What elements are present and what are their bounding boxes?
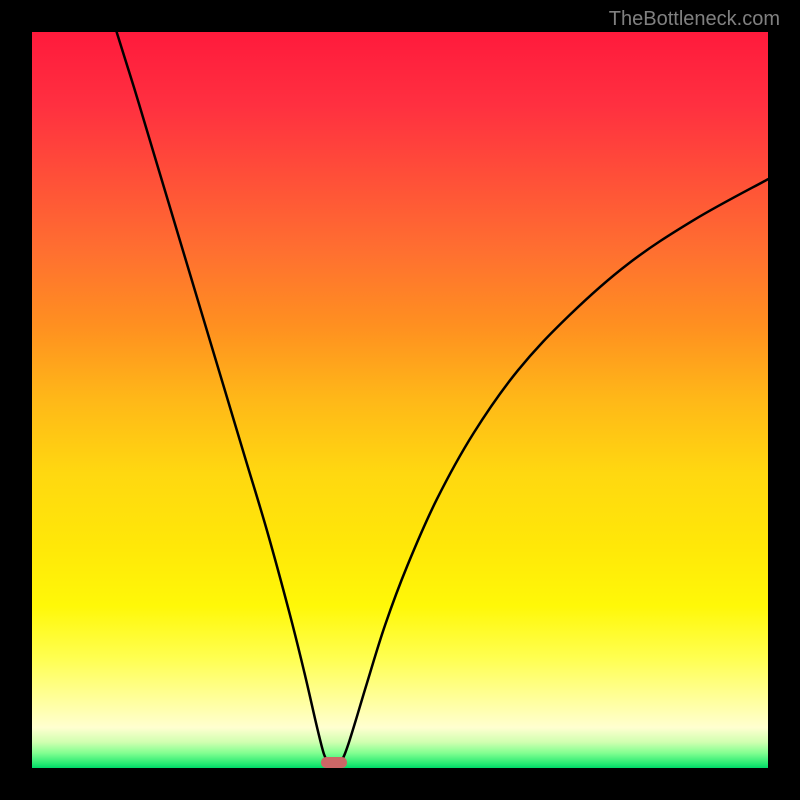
chart-container: TheBottleneck.com — [0, 0, 800, 800]
bottleneck-curve — [32, 32, 768, 768]
optimal-marker — [321, 757, 347, 767]
watermark-text: TheBottleneck.com — [609, 8, 780, 31]
gradient-background — [32, 32, 768, 768]
plot-area — [32, 32, 768, 768]
